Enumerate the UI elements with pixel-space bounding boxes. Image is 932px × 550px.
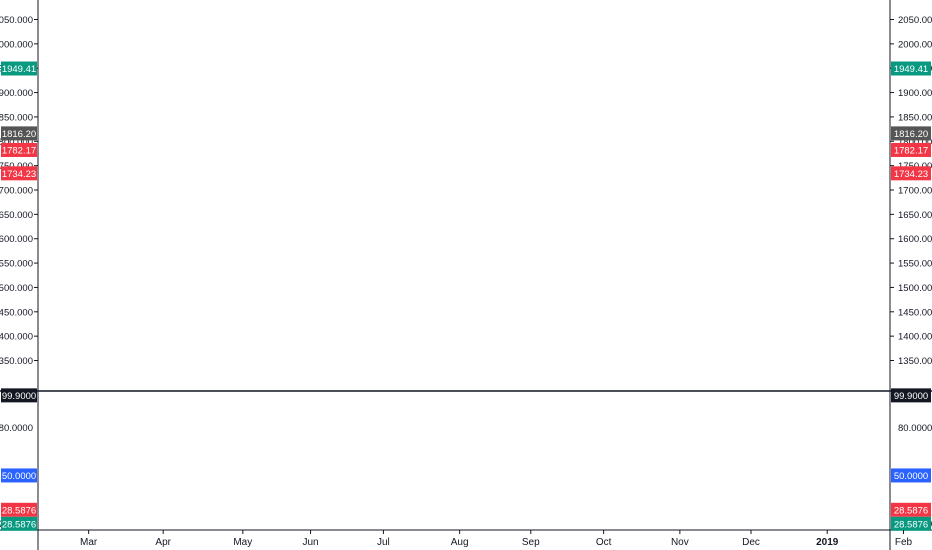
price-badge-text: 1782.17 (894, 145, 928, 156)
time-tick-label: Sep (522, 537, 540, 548)
osc-badge-box (1, 468, 37, 483)
price-tick-label-right: 1350.000 (898, 356, 932, 367)
time-tick-label: Oct (596, 537, 612, 548)
price-badge-right: 1949.41 (891, 61, 931, 76)
price-badge-left: 1949.41 (1, 61, 37, 76)
price-badge-text: 1782.17 (2, 145, 36, 156)
price-tick-label-right: 1600.000 (898, 234, 932, 245)
osc-badge-text: 28.5876 (2, 505, 36, 516)
osc-badge-right: 28.5876 (891, 516, 931, 531)
osc-badge-box (1, 388, 37, 403)
osc-tick-label-right: 80.0000 (898, 423, 932, 434)
price-badge-left: 1782.17 (1, 142, 37, 157)
time-tick-label: Feb (895, 537, 913, 548)
price-tick-label-left: 1900.000 (0, 88, 33, 99)
osc-badge-text: 28.5876 (894, 505, 928, 516)
time-tick-label: Apr (155, 537, 171, 548)
time-tick-label: Dec (742, 537, 760, 548)
osc-badge-text: 99.9000 (894, 391, 928, 402)
osc-badge-text: 28.5876 (894, 519, 928, 530)
price-tick-label-right: 1900.000 (898, 88, 932, 99)
price-badge-text: 1949.41 (894, 64, 928, 75)
price-tick-label-left: 1650.000 (0, 210, 33, 221)
price-tick-label-right: 1850.000 (898, 112, 932, 123)
price-tick-label-right: 1800.000 (898, 137, 932, 148)
osc-badge-text: 50.0000 (2, 471, 36, 482)
time-tick-label: 2019 (816, 537, 839, 548)
price-tick-label-left: 1800.000 (0, 137, 33, 148)
time-tick-label: Jun (303, 537, 319, 548)
osc-badge-box (1, 502, 37, 517)
price-tick-label-right: 2050.000 (898, 15, 932, 26)
price-badge-box (1, 166, 37, 181)
osc-tick-label-left: 80.0000 (0, 423, 33, 434)
price-tick-label-right: 1500.000 (898, 283, 932, 294)
price-badge-box (891, 166, 931, 181)
price-badge-box (1, 142, 37, 157)
price-badge-text: 1734.23 (2, 169, 36, 180)
price-badge-right: 1816.20 (891, 126, 931, 141)
price-badge-box (891, 61, 931, 76)
osc-badge-text: 50.0000 (894, 471, 928, 482)
price-tick-label-right: 2000.000 (898, 39, 932, 50)
price-tick-label-left: 1850.000 (0, 112, 33, 123)
price-tick-label-left: 2000.000 (0, 39, 33, 50)
time-tick-label: Aug (451, 537, 469, 548)
price-badge-text: 1816.20 (2, 129, 36, 140)
osc-badge-left: 50.0000 (1, 468, 37, 483)
osc-badge-left: 99.9000 (1, 388, 37, 403)
osc-badge-right: 50.0000 (891, 468, 931, 483)
price-badge-text: 1816.20 (894, 129, 928, 140)
price-badge-text: 1949.41 (2, 64, 36, 75)
price-badge-right: 1734.23 (891, 166, 931, 181)
price-tick-label-left: 1350.000 (0, 356, 33, 367)
price-tick-label-left: 2050.000 (0, 15, 33, 26)
price-tick-label-right: 1550.000 (898, 259, 932, 270)
osc-badge-right: 99.9000 (891, 388, 931, 403)
osc-badge-box (891, 516, 931, 531)
price-tick-label-right: 1400.000 (898, 332, 932, 343)
osc-badge-left: 28.5876 (1, 502, 37, 517)
osc-badge-left: 28.5876 (1, 516, 37, 531)
price-badge-text: 1734.23 (894, 169, 928, 180)
osc-badge-text: 99.9000 (2, 391, 36, 402)
price-badge-left: 1734.23 (1, 166, 37, 181)
price-tick-label-left: 1400.000 (0, 332, 33, 343)
price-badge-left: 1816.20 (1, 126, 37, 141)
price-badge-right: 1782.17 (891, 142, 931, 157)
osc-badge-box (1, 516, 37, 531)
time-tick-label: Nov (671, 537, 689, 548)
time-tick-label: May (233, 537, 252, 548)
price-tick-label-left: 1500.000 (0, 283, 33, 294)
price-tick-label-right: 1700.000 (898, 186, 932, 197)
time-tick-label: Mar (80, 537, 98, 548)
price-badge-box (1, 126, 37, 141)
osc-badge-right: 28.5876 (891, 502, 931, 517)
price-tick-label-right: 1450.000 (898, 307, 932, 318)
osc-badge-box (891, 502, 931, 517)
price-tick-label-left: 1600.000 (0, 234, 33, 245)
price-badge-box (891, 142, 931, 157)
price-tick-label-left: 1700.000 (0, 186, 33, 197)
osc-badge-box (891, 388, 931, 403)
osc-badge-text: 28.5876 (2, 519, 36, 530)
osc-badge-box (891, 468, 931, 483)
time-tick-label: Jul (377, 537, 390, 548)
price-tick-label-left: 1450.000 (0, 307, 33, 318)
price-badge-box (1, 61, 37, 76)
price-tick-label-left: 1550.000 (0, 259, 33, 270)
price-tick-label-right: 1650.000 (898, 210, 932, 221)
price-badge-box (891, 126, 931, 141)
